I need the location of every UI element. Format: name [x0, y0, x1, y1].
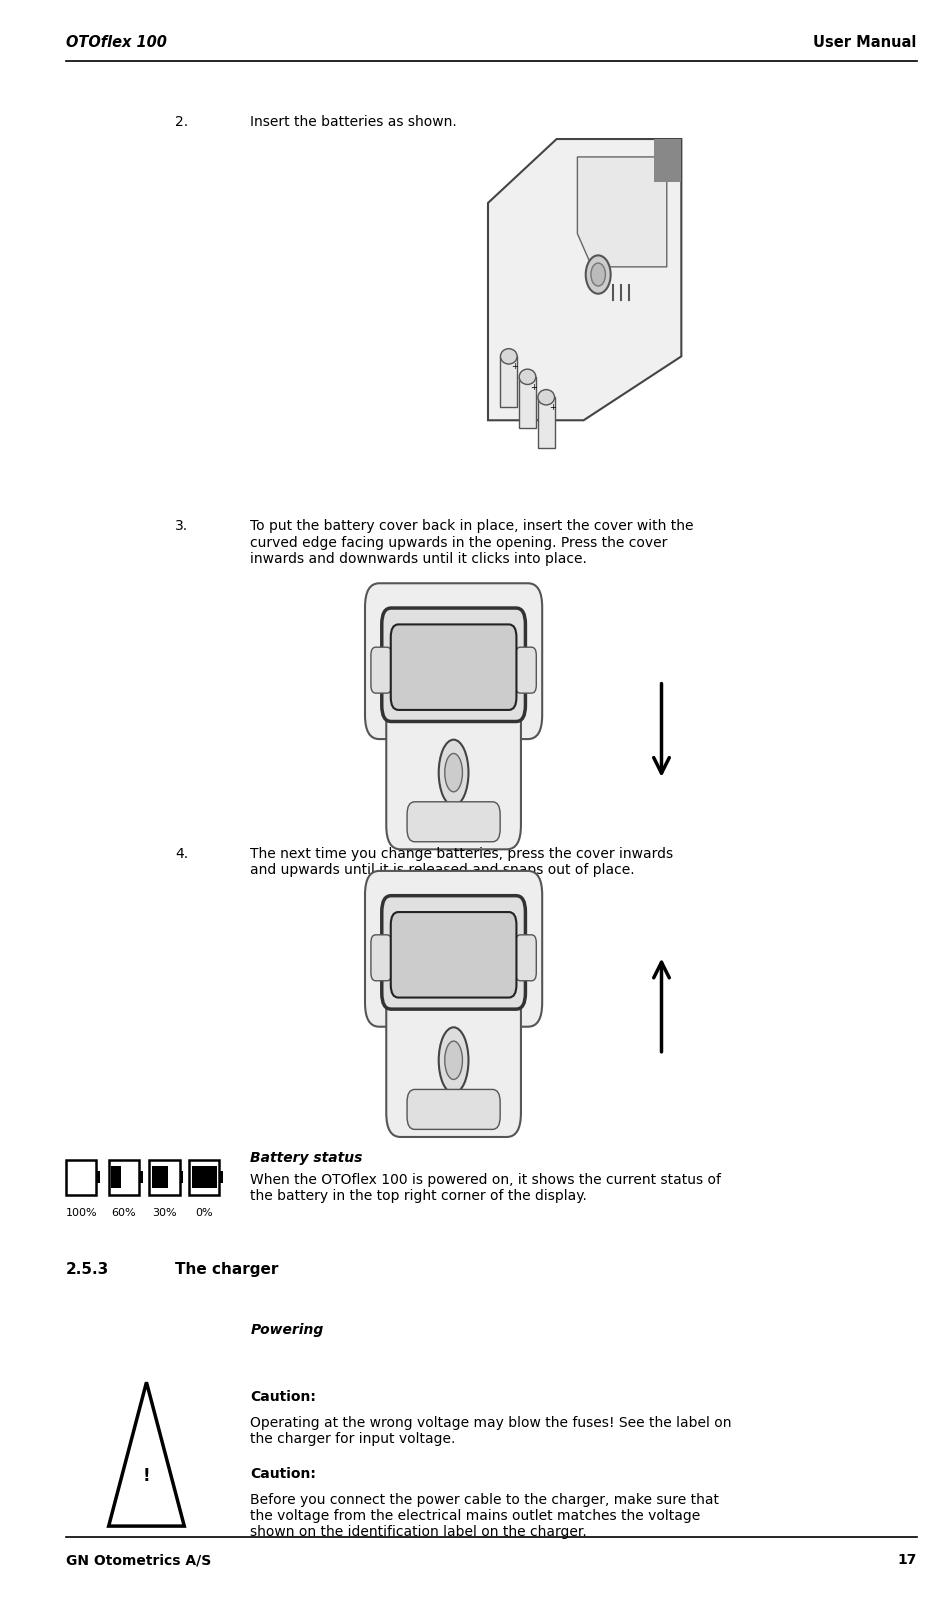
FancyBboxPatch shape — [515, 647, 535, 694]
FancyBboxPatch shape — [381, 609, 525, 722]
Text: Operating at the wrong voltage may blow the fuses! See the label on
the charger : Operating at the wrong voltage may blow … — [250, 1416, 732, 1446]
Ellipse shape — [438, 1028, 468, 1093]
Text: 4.: 4. — [175, 847, 188, 861]
FancyBboxPatch shape — [391, 912, 515, 997]
Text: +: + — [530, 382, 536, 392]
Text: GN Otometrics A/S: GN Otometrics A/S — [66, 1553, 211, 1568]
Bar — [179, 1171, 183, 1183]
Ellipse shape — [500, 348, 516, 364]
Text: User Manual: User Manual — [813, 35, 916, 50]
Bar — [139, 1171, 143, 1183]
FancyBboxPatch shape — [407, 802, 499, 842]
Ellipse shape — [445, 1040, 462, 1080]
FancyBboxPatch shape — [386, 682, 520, 850]
FancyBboxPatch shape — [370, 935, 391, 981]
Ellipse shape — [537, 390, 554, 404]
Text: !: ! — [143, 1467, 150, 1485]
Text: Caution:: Caution: — [250, 1390, 316, 1405]
Text: +: + — [511, 363, 518, 371]
Text: 2.: 2. — [175, 115, 188, 129]
Text: When the OTOflex 100 is powered on, it shows the current status of
the battery i: When the OTOflex 100 is powered on, it s… — [250, 1173, 720, 1203]
Text: 100%: 100% — [65, 1208, 97, 1218]
Polygon shape — [577, 157, 666, 267]
Bar — [189, 1160, 219, 1195]
Ellipse shape — [585, 256, 610, 294]
Text: +: + — [548, 403, 555, 412]
FancyBboxPatch shape — [386, 968, 520, 1138]
FancyBboxPatch shape — [364, 871, 542, 1028]
Bar — [192, 1167, 216, 1187]
FancyBboxPatch shape — [370, 647, 391, 694]
Bar — [66, 1160, 96, 1195]
Text: Powering: Powering — [250, 1323, 324, 1338]
Text: Caution:: Caution: — [250, 1467, 316, 1481]
Text: 60%: 60% — [111, 1208, 136, 1218]
Bar — [537, 398, 554, 449]
Bar — [149, 1160, 179, 1195]
Text: Battery status: Battery status — [250, 1151, 362, 1165]
Bar — [109, 1160, 139, 1195]
Polygon shape — [109, 1382, 184, 1526]
Polygon shape — [487, 139, 681, 420]
Text: Before you connect the power cable to the charger, make sure that
the voltage fr: Before you connect the power cable to th… — [250, 1493, 718, 1539]
FancyBboxPatch shape — [407, 1090, 499, 1130]
Text: 2.5.3: 2.5.3 — [66, 1262, 110, 1277]
Text: 3.: 3. — [175, 519, 188, 534]
Text: The charger: The charger — [175, 1262, 278, 1277]
FancyBboxPatch shape — [381, 895, 525, 1010]
FancyBboxPatch shape — [364, 583, 542, 740]
Text: Insert the batteries as shown.: Insert the batteries as shown. — [250, 115, 457, 129]
Ellipse shape — [590, 264, 605, 286]
Ellipse shape — [445, 753, 462, 793]
Text: To put the battery cover back in place, insert the cover with the
curved edge fa: To put the battery cover back in place, … — [250, 519, 693, 566]
Bar — [653, 139, 681, 182]
Bar — [518, 377, 535, 428]
Bar — [152, 1167, 168, 1187]
Text: 0%: 0% — [195, 1208, 212, 1218]
FancyBboxPatch shape — [391, 625, 515, 710]
Bar — [111, 1167, 121, 1187]
Bar — [96, 1171, 100, 1183]
Bar — [500, 356, 516, 407]
Bar — [219, 1171, 223, 1183]
Text: 17: 17 — [896, 1553, 916, 1568]
Text: The next time you change batteries, press the cover inwards
and upwards until it: The next time you change batteries, pres… — [250, 847, 673, 877]
Ellipse shape — [438, 740, 468, 805]
Ellipse shape — [518, 369, 535, 385]
Text: OTOflex 100: OTOflex 100 — [66, 35, 167, 50]
FancyBboxPatch shape — [515, 935, 535, 981]
Text: 30%: 30% — [152, 1208, 177, 1218]
